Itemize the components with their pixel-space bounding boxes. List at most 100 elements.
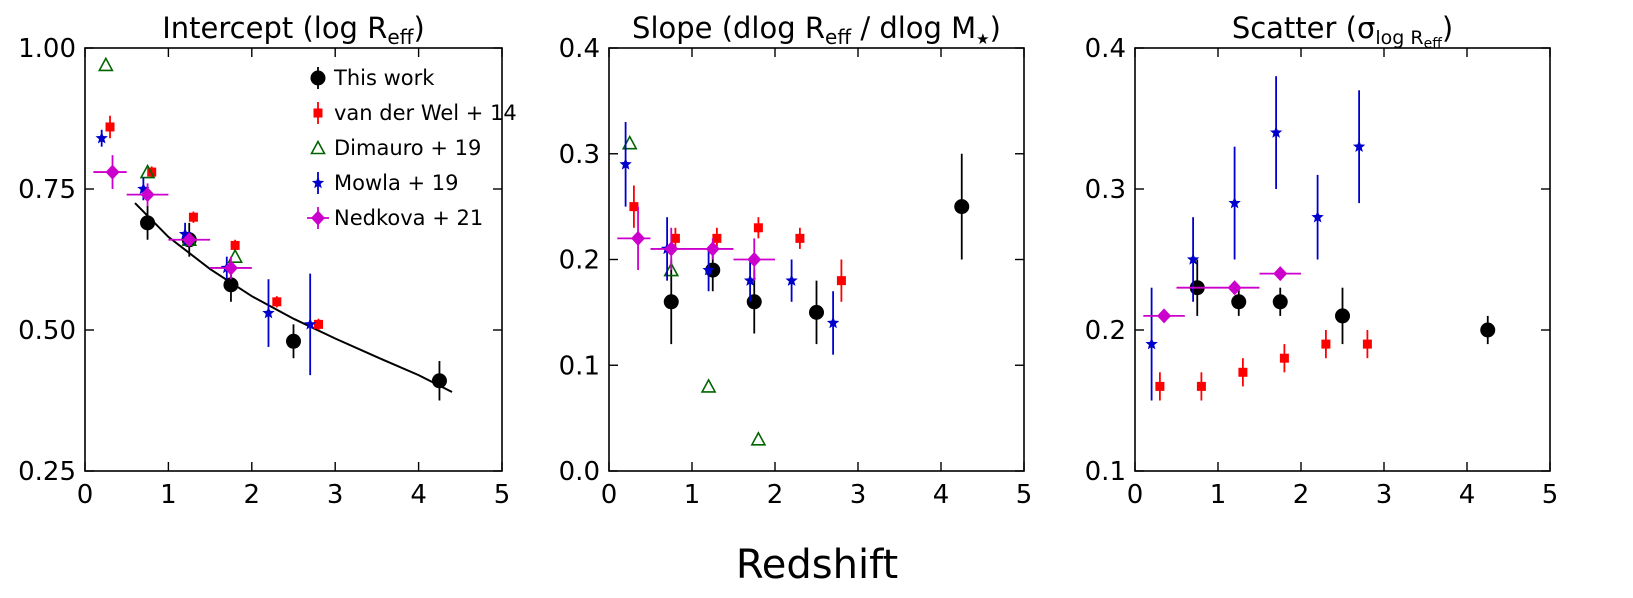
this-work-point [1272,294,1288,310]
y-tick-label: 0.2 [559,246,600,276]
nedkova-21-point [705,241,720,257]
x-tick-label: 2 [1293,480,1310,510]
plot-frame [84,47,503,472]
van-der-wel-14-point [795,233,805,243]
this-work-point [809,304,824,320]
x-tick-label: 2 [767,480,784,510]
legend-label-nedkova-21: Nedkova + 21 [334,206,483,230]
legend-marker-van-der-wel-14 [313,108,323,118]
dimauro-19-point [621,134,638,150]
this-work-point [1231,294,1247,310]
y-tick-label: 0.0 [559,457,600,487]
x-tick-label: 0 [601,480,618,510]
legend-marker-mowla-19 [311,176,325,189]
x-tick-label: 0 [1127,480,1144,510]
nedkova-21-point [1227,280,1242,296]
nedkova-21-point [105,164,120,180]
y-tick-label: 0.3 [559,140,600,170]
van-der-wel-14-point [712,233,722,243]
van-der-wel-14-point [1238,367,1248,377]
panel-title: Slope (dlog Reff / dlog M★) [632,11,1001,49]
van-der-wel-14-point [105,122,115,132]
mowla-19-point [1352,140,1366,152]
nedkova-21-point [1273,266,1288,282]
x-tick-label: 4 [933,480,950,510]
x-tick-label: 3 [850,480,867,510]
x-tick-label: 4 [410,480,427,510]
mowla-19-point [1228,196,1241,209]
van-der-wel-14-point [1155,381,1165,391]
nedkova-21-point [664,241,679,257]
nedkova-21-point [747,252,762,267]
fit-curve [134,202,453,393]
nedkova-21-point [182,232,197,248]
van-der-wel-14-point [1279,353,1289,363]
this-work-point [663,294,679,310]
y-tick-label: 0.3 [1085,175,1126,205]
mowla-19-point [262,306,275,319]
mowla-19-point [743,274,757,286]
x-tick-label: 1 [684,480,701,510]
x-tick-label: 5 [1016,480,1033,510]
dimauro-19-point [227,248,243,263]
mowla-19-point [137,182,150,195]
panel-scatter: 0 1 2 3 4 5 0.1 0.2 0.3 0.4 Scatter (σlog Reff) [1085,11,1559,510]
legend-marker-nedkova-21 [311,210,325,226]
mowla-19-point [1186,253,1200,265]
this-work-point [954,199,970,215]
mowla-19-point [95,131,108,144]
y-tick-label: 0.4 [559,34,600,64]
mowla-19-point [785,274,798,286]
nedkova-21-point [1157,308,1172,324]
dimauro-19-point [139,163,156,179]
plot-frame [1134,47,1551,472]
panel-slope: 0 1 2 3 4 5 0.0 0.1 0.2 0.3 0.4 Slope (dlog Reff / … [559,11,1033,510]
legend-marker-this-work [310,70,326,86]
x-tick-label: 3 [327,480,344,510]
x-tick-label: 5 [494,480,511,510]
legend-label-mowla-19: Mowla + 19 [334,171,459,195]
legend-label-this-work: This work [333,66,435,90]
dimauro-19-point [750,431,767,446]
mowla-19-point [619,157,632,170]
y-tick-label: 0.25 [18,457,76,487]
y-tick-label: 0.4 [1085,34,1126,64]
this-work-point [286,333,301,349]
x-tick-label: 1 [1210,480,1227,510]
y-tick-label: 1.00 [18,34,76,64]
shared-x-axis-label: Redshift [736,542,898,588]
nedkova-21-point [140,187,155,203]
dimauro-19-point [663,261,680,277]
this-work-point [431,373,447,389]
van-der-wel-14-point [314,319,324,329]
mowla-19-point [178,227,192,240]
van-der-wel-14-point [1321,339,1331,349]
x-tick-label: 4 [1459,480,1476,510]
y-tick-label: 0.1 [559,351,600,381]
y-tick-label: 0.75 [18,175,76,205]
y-tick-label: 0.1 [1085,457,1126,487]
van-der-wel-14-point [670,233,680,243]
mowla-19-point [1311,210,1324,223]
mowla-19-point [304,317,317,330]
legend: This work van der Wel + 14 Dimauro + 19 Mow… [307,66,517,230]
nedkova-21-point [631,230,646,246]
van-der-wel-14-point [1196,381,1206,391]
x-tick-label: 1 [160,480,177,510]
x-tick-label: 5 [1542,480,1559,510]
nedkova-21-point [223,260,238,276]
this-work-point [1335,308,1350,324]
this-work-point [223,277,239,293]
dimauro-19-point [700,378,717,393]
van-der-wel-14-point [1362,339,1372,349]
this-work-point [746,294,762,310]
this-work-point [1480,322,1496,338]
panel-intercept: 0 1 2 3 4 5 0.25 0.50 0.75 1.00 Intercept (log Ref… [18,11,510,510]
x-tick-label: 2 [244,480,261,510]
van-der-wel-14-point [272,297,282,307]
van-der-wel-14-point [753,223,763,233]
dimauro-19-point [98,56,114,72]
van-der-wel-14-point [230,240,240,250]
x-tick-label: 3 [1376,480,1393,510]
